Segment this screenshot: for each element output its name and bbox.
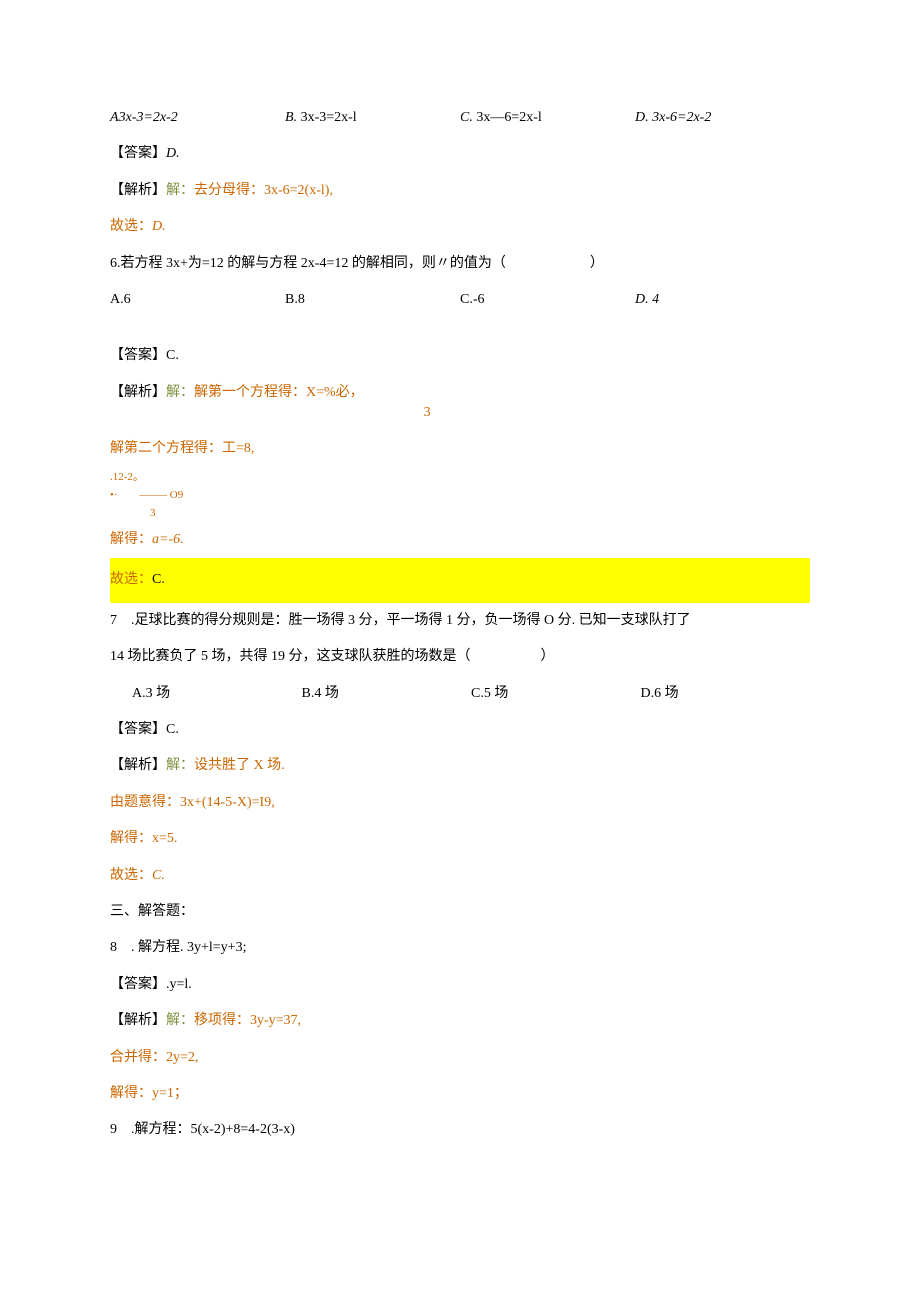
q5-conclude: 故选：D. bbox=[110, 209, 810, 245]
conclude-label: 故选： bbox=[110, 868, 152, 883]
q5-option-d: D. 3x-6=2x-2 bbox=[635, 100, 810, 136]
q7-option-d: D.6 场 bbox=[641, 676, 811, 712]
analysis-label: 【解析】 bbox=[110, 758, 166, 773]
q7-stem-line2: 14 场比赛负了 5 场，共得 19 分，这支球队获胜的场数是（ ） bbox=[110, 639, 810, 675]
q8-stem: 8 . 解方程. 3y+l=y+3; bbox=[110, 930, 810, 966]
q9-num: 9 bbox=[110, 1122, 117, 1137]
step-1: 移项得：3y-y=37, bbox=[194, 1013, 301, 1028]
q6-analysis-3: .12-2。 •· –—— O9 3 bbox=[110, 468, 810, 523]
analysis-text: 解第一个方程得：X=%必， bbox=[194, 385, 364, 400]
q7-conclude: 故选：C. bbox=[110, 858, 810, 894]
analysis-prefix: 解： bbox=[166, 1013, 194, 1028]
opt-letter: B. bbox=[285, 110, 297, 125]
q7-stem-line1: 7 .足球比赛的得分规则是：胜一场得 3 分，平一场得 1 分，负一场得 O 分… bbox=[110, 603, 810, 639]
q7-option-b: B.4 场 bbox=[302, 676, 472, 712]
q8-step-3: 解得：y=1； bbox=[110, 1076, 810, 1112]
opt-letter: C. bbox=[460, 110, 473, 125]
answer-value: D. bbox=[166, 146, 180, 161]
analysis-text: 去分母得：3x-6=2(x-l), bbox=[194, 183, 333, 198]
conclude-value: C. bbox=[152, 868, 165, 883]
q7-stem-text: .足球比赛的得分规则是：胜一场得 3 分，平一场得 1 分，负一场得 O 分. … bbox=[117, 613, 691, 628]
q6-option-b: B.8 bbox=[285, 282, 460, 318]
answer-label: 【答案】 bbox=[110, 146, 166, 161]
q7-option-c: C.5 场 bbox=[471, 676, 641, 712]
q6-option-a: A.6 bbox=[110, 282, 285, 318]
step-value: a=-6. bbox=[152, 532, 184, 547]
frac-line-2: •· –—— O9 bbox=[110, 489, 183, 501]
q7-answer: 【答案】C. bbox=[110, 712, 810, 748]
q9-stem: 9 .解方程：5(x-2)+8=4-2(3-x) bbox=[110, 1112, 810, 1148]
q6-analysis-1: 【解析】解：解第一个方程得：X=%必， 3 bbox=[110, 375, 810, 431]
conclude-value: C. bbox=[152, 572, 165, 587]
opt-text: 3x-3=2x-2 bbox=[119, 110, 178, 125]
q9-stem-text: .解方程：5(x-2)+8=4-2(3-x) bbox=[117, 1122, 295, 1137]
analysis-label: 【解析】 bbox=[110, 385, 166, 400]
q5-options: A3x-3=2x-2 B. 3x-3=2x-l C. 3x—6=2x-l D. … bbox=[110, 100, 810, 136]
opt-text: 3x-6=2x-2 bbox=[652, 110, 711, 125]
analysis-label: 【解析】 bbox=[110, 1013, 166, 1028]
opt-text: 3x—6=2x-l bbox=[476, 110, 541, 125]
q6-conclude-highlight: 故选：C. bbox=[110, 558, 810, 602]
frac-line-1: .12-2。 bbox=[110, 471, 144, 483]
q5-option-a: A3x-3=2x-2 bbox=[110, 100, 285, 136]
q6-analysis-4: 解得：a=-6. bbox=[110, 522, 810, 558]
q8-num: 8 bbox=[110, 940, 117, 955]
q8-stem-text: . 解方程. 3y+l=y+3; bbox=[117, 940, 246, 955]
q8-analysis: 【解析】解：移项得：3y-y=37, bbox=[110, 1003, 810, 1039]
analysis-text: 设共胜了 X 场. bbox=[194, 758, 285, 773]
q7-analysis-3: 解得：x=5. bbox=[110, 821, 810, 857]
answer-label: 【答案】 bbox=[110, 977, 166, 992]
answer-value: .y=l. bbox=[166, 977, 192, 992]
q5-analysis: 【解析】解：去分母得：3x-6=2(x-l), bbox=[110, 173, 810, 209]
q7-option-a: A.3 场 bbox=[132, 676, 302, 712]
analysis-sub: 3 bbox=[424, 395, 431, 431]
q7-num: 7 bbox=[110, 613, 117, 628]
q7-analysis-2: 由题意得：3x+(14-5-X)=I9, bbox=[110, 785, 810, 821]
opt-letter: A bbox=[110, 110, 119, 125]
q6-analysis-2: 解第二个方程得：工=8, bbox=[110, 431, 810, 467]
conclude-label: 故选： bbox=[110, 219, 152, 234]
opt-text: 3x-3=2x-l bbox=[301, 110, 357, 125]
q5-answer: 【答案】D. bbox=[110, 136, 810, 172]
q6-options: A.6 B.8 C.-6 D. 4 bbox=[110, 282, 810, 318]
q5-option-c: C. 3x—6=2x-l bbox=[460, 100, 635, 136]
analysis-prefix: 解： bbox=[166, 758, 194, 773]
q8-answer: 【答案】.y=l. bbox=[110, 967, 810, 1003]
answer-label: 【答案】 bbox=[110, 722, 166, 737]
q7-options: A.3 场 B.4 场 C.5 场 D.6 场 bbox=[110, 676, 810, 712]
analysis-prefix: 解： bbox=[166, 385, 194, 400]
conclude-label: 故选： bbox=[110, 572, 152, 587]
step-label: 解得： bbox=[110, 532, 152, 547]
answer-value: C. bbox=[166, 348, 179, 363]
opt-letter: D. bbox=[635, 110, 649, 125]
q6-option-c: C.-6 bbox=[460, 282, 635, 318]
q6-option-d: D. 4 bbox=[635, 282, 810, 318]
analysis-label: 【解析】 bbox=[110, 183, 166, 198]
q5-option-b: B. 3x-3=2x-l bbox=[285, 100, 460, 136]
conclude-value: D. bbox=[152, 219, 166, 234]
q8-step-2: 合并得：2y=2, bbox=[110, 1040, 810, 1076]
q7-analysis-1: 【解析】解：设共胜了 X 场. bbox=[110, 748, 810, 784]
answer-value: C. bbox=[166, 722, 179, 737]
frac-line-3: 3 bbox=[150, 507, 156, 519]
answer-label: 【答案】 bbox=[110, 348, 166, 363]
q6-answer: 【答案】C. bbox=[110, 338, 810, 374]
q6-stem: 6.若方程 3x+为=12 的解与方程 2x-4=12 的解相同，则〃的值为（ … bbox=[110, 246, 810, 282]
analysis-prefix: 解： bbox=[166, 183, 194, 198]
section-3-title: 三、解答题： bbox=[110, 894, 810, 930]
